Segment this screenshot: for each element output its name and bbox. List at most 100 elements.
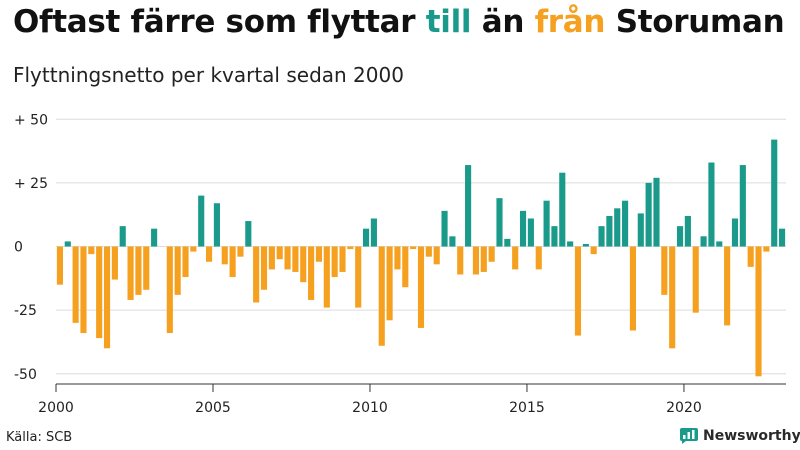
bar — [88, 246, 95, 255]
bar — [629, 246, 636, 331]
bar — [551, 226, 558, 247]
bar — [543, 200, 550, 247]
bar — [347, 246, 354, 250]
bar — [143, 246, 150, 290]
bar — [127, 246, 134, 300]
bar — [574, 246, 582, 336]
bar — [292, 246, 299, 272]
brand-logo: Newsworthy — [680, 428, 800, 444]
bar — [402, 246, 409, 288]
bar — [519, 210, 527, 247]
bar — [56, 246, 63, 285]
y-tick-label: + 25 — [14, 176, 48, 192]
bar — [339, 246, 346, 272]
bar — [80, 246, 87, 334]
bar — [582, 243, 589, 247]
bar — [535, 246, 542, 270]
bar — [669, 246, 676, 349]
bar — [771, 139, 778, 247]
bar — [676, 226, 684, 247]
bar — [315, 246, 323, 262]
bar — [598, 226, 605, 247]
x-tick-label: 2020 — [666, 400, 702, 416]
bar — [276, 246, 283, 260]
bar — [606, 215, 613, 247]
bar — [268, 246, 275, 270]
bar — [716, 241, 723, 247]
bar — [206, 246, 213, 262]
bar — [425, 246, 432, 257]
y-tick-label: -50 — [14, 367, 37, 383]
bar — [111, 246, 118, 280]
bar — [300, 246, 307, 283]
bar — [512, 246, 519, 270]
bar — [559, 172, 566, 247]
bar — [622, 200, 629, 247]
bar — [166, 246, 173, 334]
bar — [614, 208, 621, 247]
bar — [362, 228, 370, 247]
y-tick-label: 0 — [14, 240, 23, 256]
bar — [190, 246, 197, 252]
bar — [174, 246, 181, 295]
bar — [708, 162, 715, 247]
bar — [739, 165, 746, 247]
bar — [151, 228, 158, 247]
bar — [245, 221, 252, 247]
bar — [731, 218, 739, 247]
title-part-3: Storuman — [605, 4, 785, 40]
bar — [590, 246, 597, 255]
bar — [700, 236, 707, 247]
bar — [182, 246, 189, 278]
source-note: Källa: SCB — [6, 430, 73, 445]
bar — [370, 218, 377, 247]
title-part-2: än — [471, 4, 535, 40]
bar — [488, 246, 495, 262]
y-tick-label: -25 — [14, 303, 37, 319]
bar — [410, 246, 417, 250]
brand-name: Newsworthy — [703, 428, 800, 444]
title-part-1: Oftast färre som flyttar — [13, 4, 426, 40]
x-tick-label: 2005 — [195, 400, 231, 416]
bar — [637, 213, 644, 247]
bar — [755, 246, 762, 377]
bar — [253, 246, 260, 303]
bar — [480, 246, 487, 272]
bar — [394, 246, 401, 270]
bar — [323, 246, 330, 308]
bar — [260, 246, 268, 290]
bar — [496, 198, 503, 247]
bar — [135, 246, 142, 295]
x-tick-label: 2010 — [352, 400, 388, 416]
bar-chart-icon — [680, 428, 698, 444]
bar — [331, 246, 338, 278]
bar — [441, 210, 448, 247]
bar — [72, 246, 79, 323]
y-tick-label: + 50 — [14, 112, 48, 128]
bar — [433, 246, 440, 265]
bar — [284, 246, 291, 270]
bar — [386, 246, 393, 321]
chart-title: Oftast färre som flyttar till än från St… — [13, 4, 785, 40]
bar — [747, 246, 754, 267]
bar — [653, 177, 660, 247]
bar — [221, 246, 228, 265]
bar — [763, 246, 770, 252]
bar — [308, 246, 315, 300]
x-tick-label: 2015 — [509, 400, 545, 416]
chart-subtitle: Flyttningsnetto per kvartal sedan 2000 — [13, 63, 404, 87]
bar — [527, 218, 534, 247]
bar — [567, 241, 574, 247]
bar — [96, 246, 103, 339]
bar — [237, 246, 244, 257]
bar — [457, 246, 464, 275]
bar — [504, 238, 511, 247]
bar — [213, 203, 220, 247]
bar — [645, 182, 652, 247]
bar — [724, 246, 731, 326]
x-tick-label: 2000 — [38, 400, 74, 416]
bar — [779, 228, 786, 247]
bar — [661, 246, 668, 295]
bar — [103, 246, 111, 349]
